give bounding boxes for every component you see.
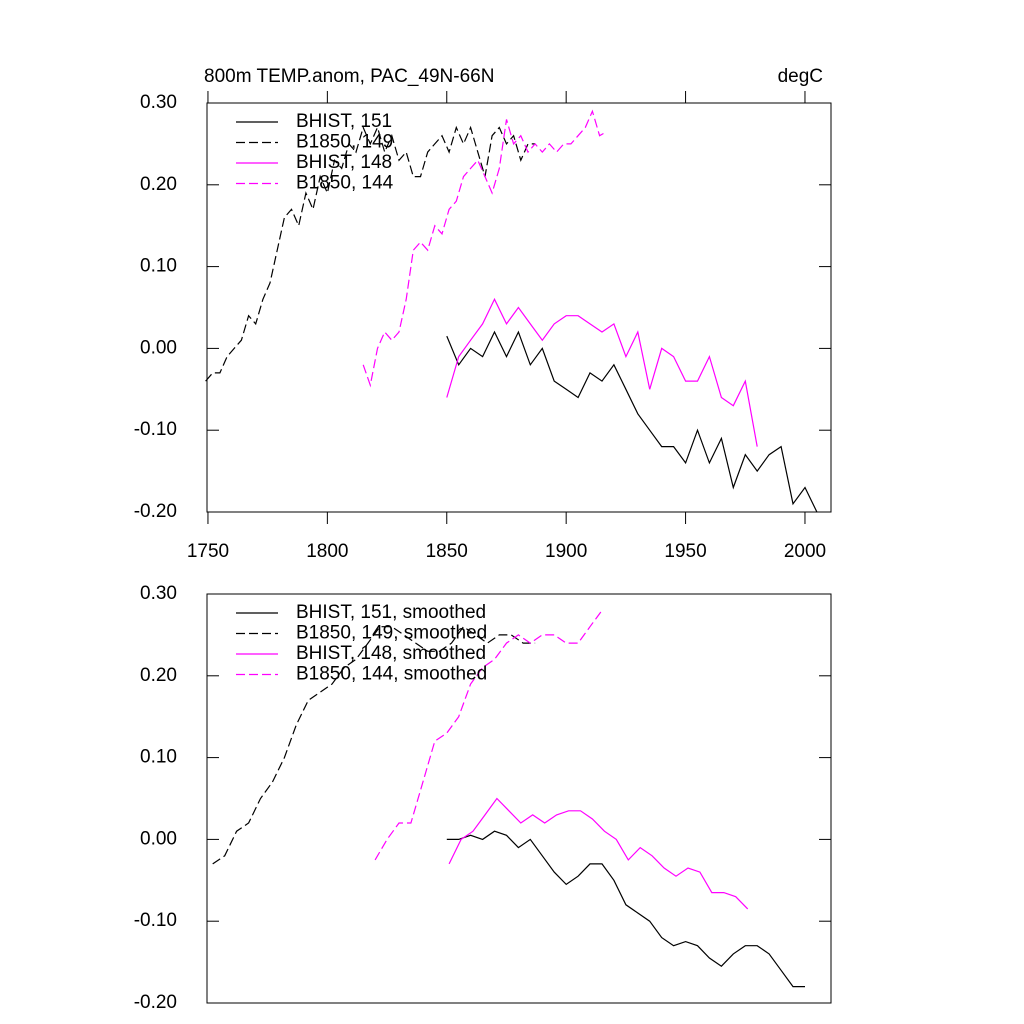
unit-label: degC [778, 66, 823, 87]
y-tick-label: 0.30 [140, 92, 177, 113]
y-tick-label: 0.20 [140, 174, 177, 195]
legend-label: BHIST, 148 [296, 152, 392, 173]
plot-frame [206, 102, 832, 513]
x-tick-label: 2000 [784, 541, 826, 562]
chart-title: 800m TEMP.anom, PAC_49N-66N [204, 66, 494, 87]
legend-label: B1850, 149 [296, 132, 393, 153]
legend-label: BHIST, 151 [296, 111, 392, 132]
plot-frame [206, 593, 832, 1004]
x-tick-label: 1900 [545, 541, 587, 562]
data-line [446, 830, 805, 988]
data-line [362, 109, 608, 388]
y-tick-label: -0.20 [134, 501, 177, 522]
legend-label: BHIST, 151, smoothed [296, 602, 486, 623]
data-line [446, 297, 758, 447]
legend-label: B1850, 144, smoothed [296, 664, 487, 685]
y-tick-label: -0.20 [134, 992, 177, 1013]
legend-label: BHIST, 148, smoothed [296, 643, 486, 664]
data-line [205, 125, 536, 382]
x-tick-label: 1750 [187, 541, 229, 562]
data-line [448, 797, 749, 910]
y-tick-label: 0.30 [140, 583, 177, 604]
x-tick-label: 1950 [664, 541, 706, 562]
data-line [446, 330, 818, 513]
y-tick-label: 0.00 [140, 337, 177, 358]
x-tick-label: 1800 [306, 541, 348, 562]
y-tick-label: -0.10 [134, 419, 177, 440]
y-tick-label: 0.20 [140, 665, 177, 686]
y-tick-label: -0.10 [134, 910, 177, 931]
y-tick-label: 0.00 [140, 828, 177, 849]
y-tick-label: 0.10 [140, 747, 177, 768]
data-line [374, 610, 603, 861]
legend-label: B1850, 149, smoothed [296, 623, 487, 644]
data-line [212, 625, 536, 865]
x-tick-label: 1850 [426, 541, 468, 562]
y-tick-label: 0.10 [140, 256, 177, 277]
legend-label: B1850, 144 [296, 173, 394, 194]
